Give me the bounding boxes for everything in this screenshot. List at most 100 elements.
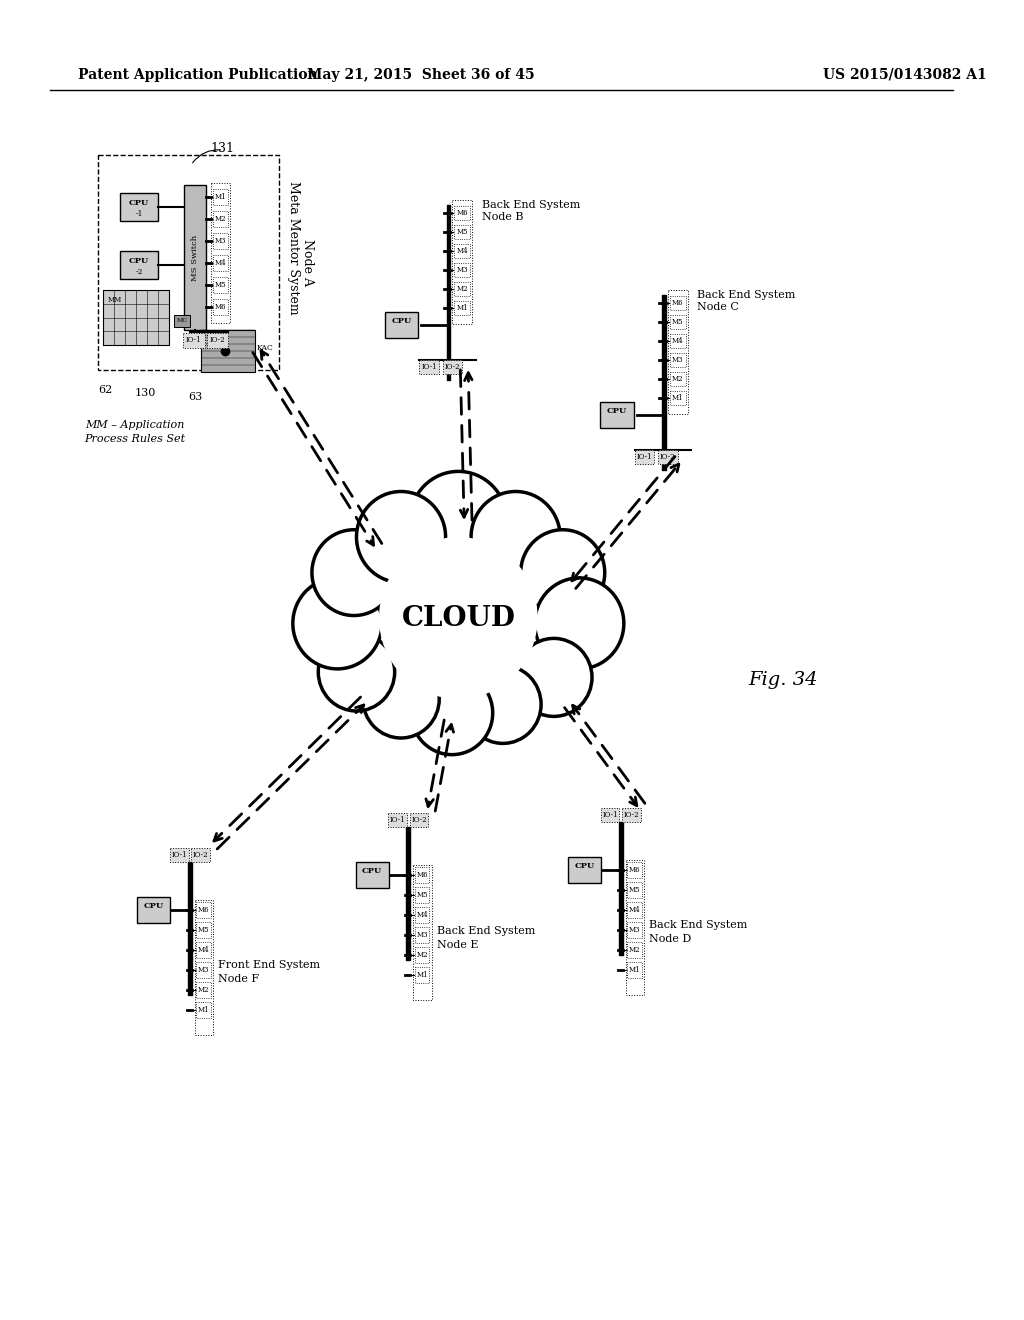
Text: CLOUD: CLOUD [401,605,515,631]
Text: IO-1: IO-1 [390,816,406,824]
FancyBboxPatch shape [668,290,687,414]
FancyBboxPatch shape [415,867,429,883]
Text: M1: M1 [457,304,468,312]
Text: Back End System
Node B: Back End System Node B [482,201,581,222]
Text: CPU: CPU [143,902,164,909]
Circle shape [293,578,382,669]
Text: M1: M1 [417,972,428,979]
FancyBboxPatch shape [623,808,641,822]
Text: Fig. 34: Fig. 34 [749,671,818,689]
Text: IO-2: IO-2 [444,363,460,371]
FancyBboxPatch shape [98,154,280,370]
Text: CPU: CPU [129,257,150,265]
FancyBboxPatch shape [415,887,429,903]
Text: -2: -2 [135,268,142,276]
FancyBboxPatch shape [628,882,642,898]
Circle shape [362,660,439,738]
FancyBboxPatch shape [197,1002,211,1018]
Text: M4: M4 [672,337,683,345]
Text: IO-2: IO-2 [660,453,676,461]
FancyBboxPatch shape [388,813,407,828]
Text: IO-1: IO-1 [637,453,652,461]
FancyBboxPatch shape [670,315,685,329]
Text: Meta Mentor System: Meta Mentor System [287,181,300,314]
Text: 131: 131 [211,141,234,154]
FancyBboxPatch shape [670,296,685,310]
Text: M5: M5 [215,281,226,289]
Text: MC: MC [176,318,187,323]
FancyBboxPatch shape [670,352,685,367]
Text: IO-2: IO-2 [412,816,427,824]
FancyBboxPatch shape [184,185,206,330]
Text: CPU: CPU [574,862,595,870]
FancyBboxPatch shape [195,900,213,1035]
Circle shape [471,491,560,582]
FancyBboxPatch shape [601,808,620,822]
Text: M4: M4 [417,911,428,919]
FancyBboxPatch shape [170,847,188,862]
FancyBboxPatch shape [628,902,642,917]
Text: IO-1: IO-1 [171,851,187,859]
Text: IO-2: IO-2 [193,851,209,859]
FancyBboxPatch shape [197,942,211,958]
FancyBboxPatch shape [213,211,227,227]
FancyBboxPatch shape [635,450,654,465]
FancyBboxPatch shape [183,333,205,347]
Text: M5: M5 [629,886,640,894]
Circle shape [412,672,493,755]
Text: KAC: KAC [257,345,273,352]
Circle shape [521,529,605,615]
Text: M5: M5 [198,927,210,935]
FancyBboxPatch shape [670,372,685,385]
Text: MM: MM [108,296,122,304]
Circle shape [516,639,592,717]
FancyBboxPatch shape [197,982,211,998]
FancyBboxPatch shape [628,921,642,939]
FancyBboxPatch shape [201,330,255,372]
Text: CPU: CPU [362,867,382,875]
Text: MS Switch: MS Switch [190,235,199,281]
Text: US 2015/0143082 A1: US 2015/0143082 A1 [822,69,986,82]
FancyBboxPatch shape [415,907,429,923]
FancyBboxPatch shape [453,201,472,323]
Text: Back End System
Node C: Back End System Node C [697,290,796,312]
Text: M6: M6 [457,209,468,216]
FancyBboxPatch shape [207,333,228,347]
Text: M6: M6 [198,906,210,913]
Text: M6: M6 [629,866,640,874]
Text: M2: M2 [457,285,468,293]
Text: M1: M1 [629,966,640,974]
Text: Patent Application Publication: Patent Application Publication [79,69,318,82]
Text: M1: M1 [198,1006,210,1014]
FancyBboxPatch shape [442,360,462,374]
FancyBboxPatch shape [455,282,470,296]
FancyBboxPatch shape [121,193,158,220]
FancyBboxPatch shape [213,255,227,271]
FancyBboxPatch shape [414,865,432,1001]
Text: M5: M5 [457,228,468,236]
FancyBboxPatch shape [626,861,644,995]
Text: M5: M5 [417,891,428,899]
Text: M4: M4 [629,906,640,913]
Text: -1: -1 [135,210,142,218]
Text: Back End System
Node E: Back End System Node E [437,925,536,949]
FancyBboxPatch shape [455,263,470,277]
Text: IO-1: IO-1 [186,337,202,345]
FancyBboxPatch shape [213,234,227,249]
Text: Back End System
Node D: Back End System Node D [649,920,748,945]
Text: M3: M3 [629,927,640,935]
Text: CPU: CPU [129,199,150,207]
FancyBboxPatch shape [197,921,211,939]
Text: IO-1: IO-1 [602,810,617,818]
FancyBboxPatch shape [197,902,211,917]
Text: M2: M2 [672,375,683,383]
Text: Node A: Node A [301,239,313,286]
Text: M6: M6 [417,871,428,879]
FancyBboxPatch shape [455,301,470,315]
FancyBboxPatch shape [455,224,470,239]
Text: M3: M3 [198,966,210,974]
Text: CPU: CPU [391,317,412,325]
Text: M4: M4 [198,946,210,954]
FancyBboxPatch shape [600,403,634,428]
FancyBboxPatch shape [455,206,470,220]
